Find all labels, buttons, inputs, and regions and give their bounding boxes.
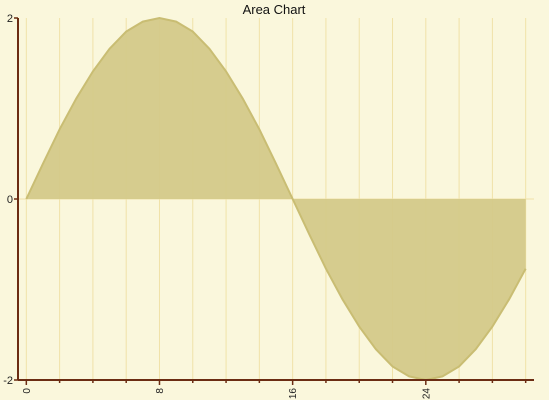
- series-area: [26, 18, 526, 380]
- chart-title: Area Chart: [243, 2, 306, 17]
- x-tick-label: 24: [421, 388, 432, 400]
- axes: -2 0 2 0 8 16 24: [3, 13, 534, 399]
- series-line: [25, 16, 527, 382]
- x-tick-label: 8: [155, 388, 166, 394]
- y-tick-label: 2: [7, 13, 13, 25]
- x-tick-label: 0: [22, 388, 33, 394]
- y-tick-label: 0: [7, 194, 13, 206]
- y-tick-label: -2: [3, 375, 13, 387]
- x-tick-label: 16: [288, 388, 299, 400]
